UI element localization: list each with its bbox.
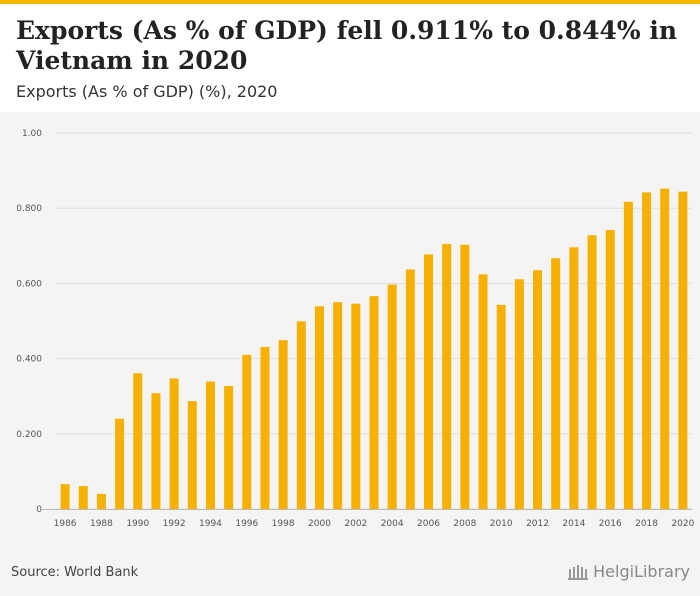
bar-2016[interactable]: [605, 230, 615, 509]
x-tick-label: 1988: [90, 519, 113, 529]
bar-2010[interactable]: [496, 304, 506, 509]
chart-title: Exports (As % of GDP) fell 0.911% to 0.8…: [16, 16, 678, 75]
source-note: Source: World Bank: [11, 565, 139, 580]
x-tick-label: 2000: [308, 519, 331, 529]
x-tick-label: 1990: [126, 519, 149, 529]
x-tick-label: 2008: [453, 519, 476, 529]
bar-2003[interactable]: [369, 296, 379, 509]
building-columns-icon: [568, 564, 589, 580]
bar-1989[interactable]: [115, 418, 125, 509]
bar-2008[interactable]: [460, 244, 470, 510]
bar-2011[interactable]: [514, 279, 524, 509]
top-accent-rule: [0, 0, 700, 4]
bar-2005[interactable]: [405, 269, 415, 509]
x-tick-label: 2004: [381, 519, 404, 529]
bar-1993[interactable]: [187, 401, 197, 509]
x-tick-label: 1992: [163, 519, 186, 529]
bar-2012[interactable]: [533, 270, 543, 509]
x-tick-label: 2016: [599, 519, 622, 529]
bar-2017[interactable]: [623, 201, 633, 509]
logo-text: HelgiLibrary: [593, 562, 690, 581]
bar-2007[interactable]: [442, 243, 452, 510]
y-tick-label: 0.800: [16, 204, 42, 214]
chart-subtitle: Exports (As % of GDP) (%), 2020: [16, 82, 278, 101]
bar-1986[interactable]: [60, 484, 70, 509]
x-tick-label: 2002: [344, 519, 367, 529]
bar-2009[interactable]: [478, 274, 488, 509]
x-tick-label: 1986: [54, 519, 77, 529]
helgilibrary-logo[interactable]: HelgiLibrary: [567, 562, 690, 581]
x-tick-label: 1996: [235, 519, 258, 529]
bar-1987[interactable]: [78, 486, 88, 509]
bar-2013[interactable]: [551, 258, 561, 509]
bar-chart: 0 0.200 0.400 0.600 0.800 1.00 1986 1988 1990 199…: [16, 129, 694, 529]
bar-2000[interactable]: [314, 306, 324, 509]
bar-1997[interactable]: [260, 346, 270, 509]
chart-footer: [0, 546, 700, 596]
bar-1988[interactable]: [96, 493, 106, 509]
x-tick-label: 2014: [562, 519, 585, 529]
bar-2002[interactable]: [351, 303, 361, 509]
x-tick-label: 1998: [272, 519, 295, 529]
y-tick-label: 0.600: [16, 279, 42, 289]
bar-2004[interactable]: [387, 284, 397, 509]
y-tick-label: 0.200: [16, 430, 42, 440]
x-tick-label: 2020: [671, 519, 694, 529]
y-tick-label: 0: [36, 505, 42, 515]
bar-1990[interactable]: [133, 373, 143, 509]
bar-2020[interactable]: [678, 191, 688, 509]
x-tick-label: 2006: [417, 519, 440, 529]
y-tick-label: 0.400: [16, 355, 42, 365]
bar-2015[interactable]: [587, 235, 597, 509]
bar-1994[interactable]: [205, 381, 215, 509]
bar-1991[interactable]: [151, 393, 161, 509]
bar-1998[interactable]: [278, 340, 288, 509]
x-tick-label: 1994: [199, 519, 222, 529]
bar-2014[interactable]: [569, 247, 579, 510]
bar-1992[interactable]: [169, 378, 179, 509]
bar-2018[interactable]: [642, 192, 652, 509]
bar-1995[interactable]: [224, 386, 234, 509]
x-tick-label: 2010: [490, 519, 513, 529]
x-tick-label: 2012: [526, 519, 549, 529]
bar-1999[interactable]: [296, 321, 306, 509]
x-tick-label: 2018: [635, 519, 658, 529]
bar-1996[interactable]: [242, 354, 252, 509]
y-tick-label: 1.00: [22, 129, 42, 139]
bar-2001[interactable]: [333, 302, 343, 509]
chart-header: Exports (As % of GDP) fell 0.911% to 0.8…: [0, 4, 700, 112]
bar-2006[interactable]: [424, 254, 434, 509]
bar-2019[interactable]: [660, 188, 670, 509]
